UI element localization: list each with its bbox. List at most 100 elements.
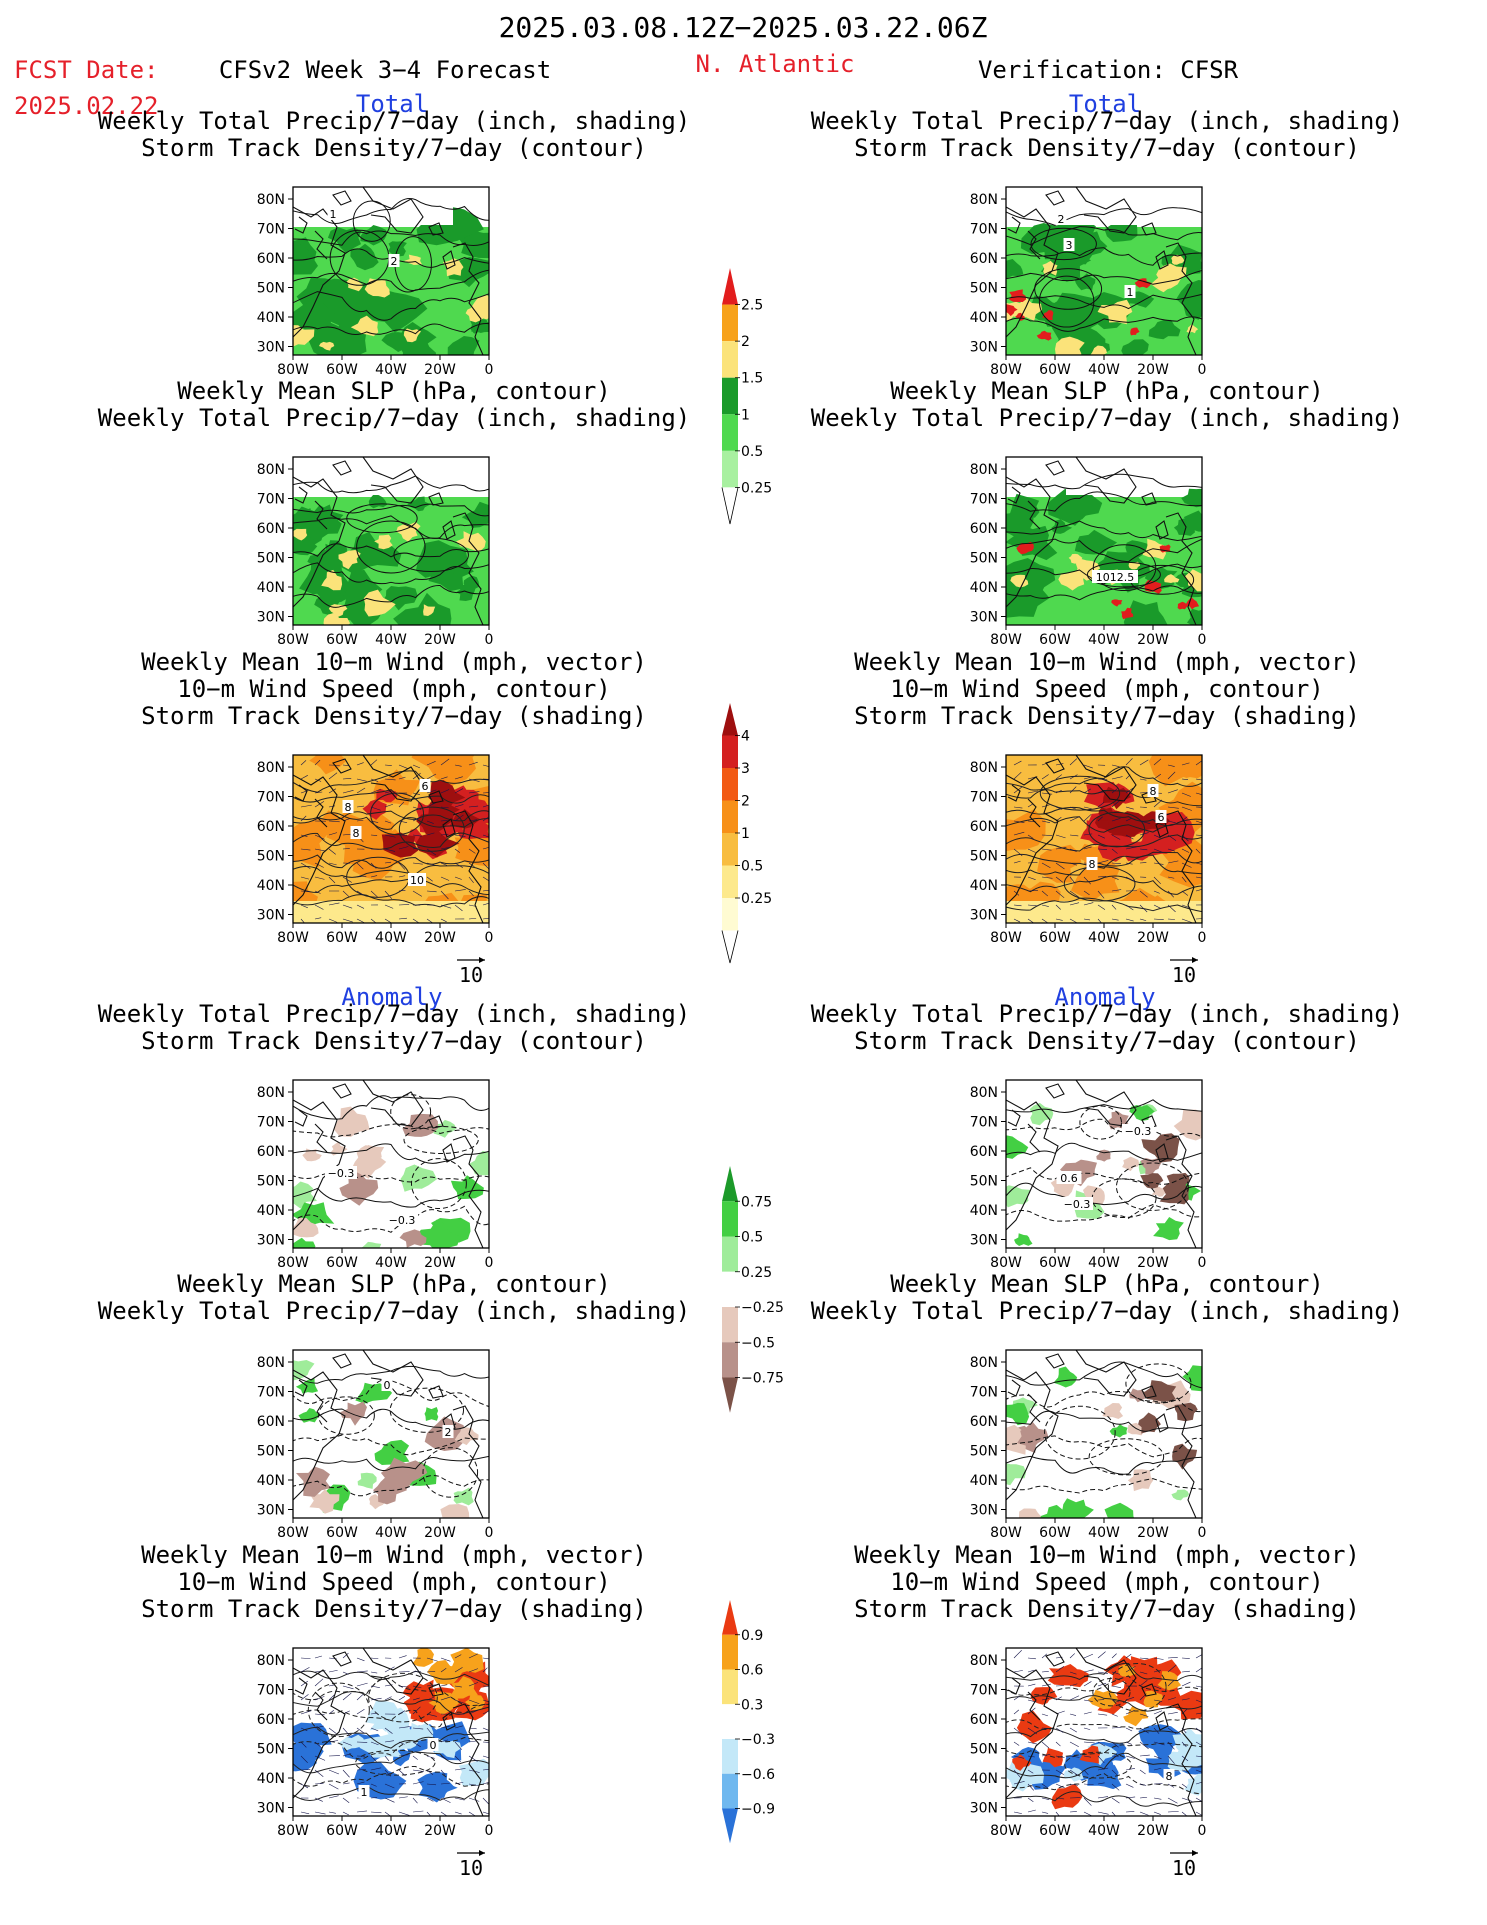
coastline	[314, 1691, 328, 1721]
shading-blob	[411, 755, 476, 787]
shading-blob	[339, 1172, 379, 1206]
wind-vector	[314, 1741, 323, 1749]
shading-blob	[424, 1407, 439, 1421]
contour-closed	[393, 537, 469, 573]
wind-vector	[342, 918, 353, 923]
lat-tick-label: 80N	[257, 1355, 285, 1371]
wind-vector	[1125, 758, 1133, 766]
panel-title-line: Weekly Mean SLP (hPa, contour)	[177, 1270, 610, 1298]
shading-blob	[1042, 1747, 1064, 1768]
map-panel-ob_slp: Weekly Mean SLP (hPa, contour)Weekly Tot…	[811, 377, 1403, 648]
wind-vector	[1153, 758, 1162, 766]
wind-vector	[398, 1726, 410, 1729]
lon-tick-label: 20W	[1137, 1255, 1169, 1271]
wind-vector	[1111, 1671, 1121, 1675]
wind-vector	[1069, 876, 1076, 884]
panel-title-line: Weekly Total Precip/7−day (inch, shading…	[811, 1000, 1403, 1028]
wind-vector	[454, 814, 464, 822]
shading-blob	[293, 820, 333, 868]
wind-vector	[300, 1710, 312, 1715]
lat-tick-label: 60N	[970, 521, 998, 537]
shading-blob	[1177, 601, 1188, 610]
shading-blob	[1184, 597, 1200, 610]
wind-vector	[398, 904, 410, 906]
shading-blob	[1059, 1498, 1094, 1518]
wind-vector	[384, 1696, 392, 1701]
lon-tick-label: 0	[1198, 930, 1207, 946]
wind-vector	[1069, 1741, 1079, 1748]
wind-vector	[426, 761, 436, 766]
wind-vector	[1139, 1769, 1146, 1775]
lon-tick-label: 60W	[1039, 930, 1071, 946]
shading-blob	[293, 325, 315, 347]
wind-vector	[1167, 1664, 1177, 1673]
wind-vector	[1041, 918, 1049, 923]
colorbar-swatch	[722, 898, 738, 931]
shading-blob	[1058, 570, 1085, 591]
lat-tick-label: 50N	[970, 1444, 998, 1460]
wind-vector	[328, 1769, 340, 1775]
panel-title-line: Weekly Mean 10−m Wind (mph, vector)	[854, 648, 1360, 676]
lon-tick-label: 20W	[1137, 1823, 1169, 1839]
shading-blob	[1157, 1671, 1182, 1691]
contour-label: 3	[1066, 239, 1073, 252]
shading-blob	[1184, 1773, 1202, 1796]
contour-line	[293, 1455, 489, 1471]
colorbar-label: 0.25	[741, 480, 772, 496]
wind-vector	[1055, 1665, 1065, 1673]
wind-vector	[356, 1709, 365, 1715]
contour-line	[293, 515, 489, 539]
wind-vector	[1027, 1797, 1034, 1802]
wind-vector	[342, 1671, 349, 1675]
coastline	[1006, 774, 1059, 906]
shading-blob	[1140, 1173, 1164, 1189]
wind-vector	[356, 1727, 365, 1734]
lon-tick-label: 0	[485, 632, 494, 648]
wind-vector	[426, 862, 435, 866]
coastline	[1027, 1393, 1041, 1423]
wind-vector	[314, 917, 322, 920]
shading-blob	[1183, 510, 1202, 532]
shading-blob	[1153, 1217, 1184, 1241]
contour-line	[1006, 816, 1202, 833]
wind-vector	[1153, 876, 1161, 884]
wind-vector	[300, 876, 309, 880]
contour-label: 1	[361, 1786, 368, 1799]
wind-vector	[482, 1781, 489, 1785]
wind-vector	[328, 832, 338, 836]
wind-vector	[440, 904, 452, 909]
wind-vector	[384, 820, 392, 824]
wind-vector	[1041, 1741, 1050, 1749]
wind-vector	[1153, 1755, 1162, 1760]
wind-vector	[370, 1712, 378, 1715]
wind-vector	[1167, 1680, 1175, 1687]
wind-vector	[1167, 1797, 1178, 1804]
wind-vector	[1013, 1811, 1022, 1814]
contour-closed	[346, 503, 418, 534]
lon-tick-label: 0	[485, 362, 494, 378]
wind-vector	[370, 820, 379, 823]
wind-vector	[1055, 1727, 1064, 1733]
wind-vector	[1097, 816, 1103, 822]
wind-vector	[384, 778, 396, 781]
wind-vector	[1069, 834, 1079, 837]
contour-line	[1006, 1203, 1202, 1222]
wind-vector	[300, 775, 308, 780]
wind-vector	[1083, 902, 1094, 906]
shading-blob	[368, 494, 388, 509]
lat-tick-label: 80N	[970, 192, 998, 208]
wind-vector	[1041, 834, 1053, 836]
contour-label: −0.3	[1125, 1125, 1152, 1138]
wind-vector	[1055, 1696, 1062, 1701]
contour-line	[293, 475, 489, 494]
contour-line	[1006, 563, 1202, 585]
wind-vector	[1181, 792, 1191, 797]
wind-vector	[1097, 1671, 1109, 1674]
wind-vector	[1097, 890, 1105, 899]
wind-vector	[398, 917, 407, 920]
wind-vector	[1097, 1811, 1109, 1815]
coastline	[332, 1651, 352, 1667]
lon-tick-label: 40W	[375, 632, 407, 648]
wind-vector	[482, 1727, 489, 1731]
wind-vector	[1069, 1683, 1078, 1687]
